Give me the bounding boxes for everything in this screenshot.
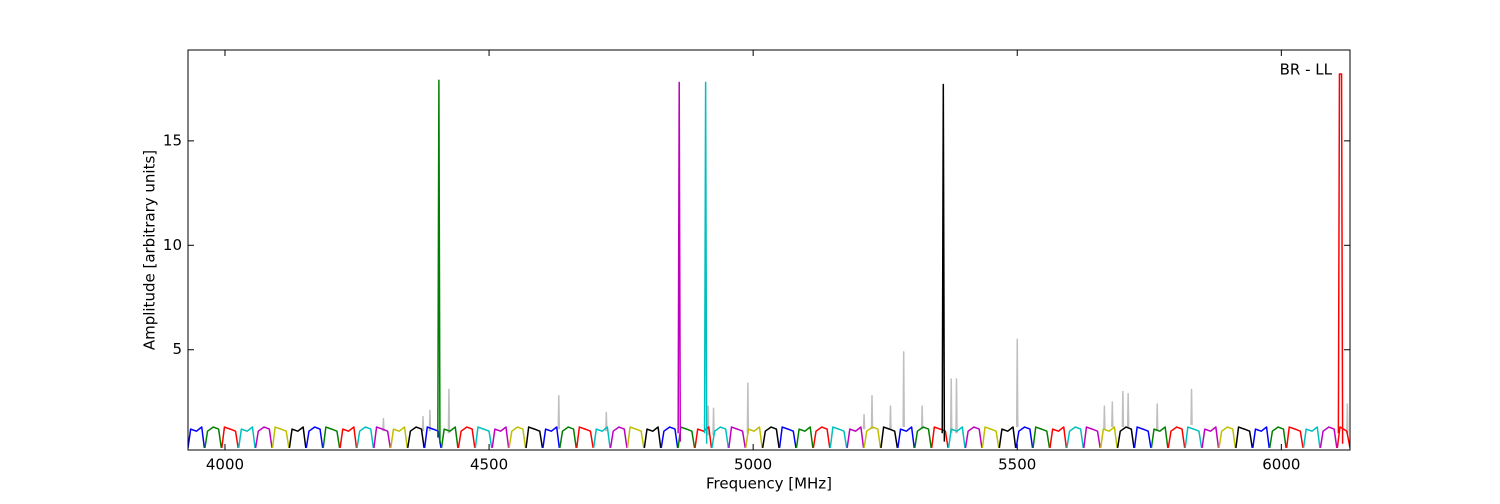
series-line	[981, 426, 1000, 449]
series-line	[795, 426, 814, 449]
series-line	[271, 426, 290, 449]
series-line	[1032, 426, 1051, 449]
series-line	[1150, 426, 1169, 449]
y-tick-label: 5	[172, 340, 182, 358]
series-line	[339, 426, 358, 449]
series-line	[1049, 426, 1068, 449]
series-line	[930, 426, 949, 449]
x-tick-label: 5000	[734, 456, 772, 474]
series-line	[964, 426, 983, 449]
series-line	[897, 426, 915, 449]
series-line	[474, 426, 493, 449]
series-line	[1319, 426, 1338, 449]
x-tick-label: 4000	[206, 456, 244, 474]
series-line	[237, 426, 256, 449]
series-line	[626, 426, 645, 449]
series-line	[914, 426, 932, 449]
series-line	[305, 426, 324, 449]
series-line	[660, 426, 679, 449]
series-line	[1201, 426, 1220, 449]
series-line	[998, 426, 1017, 449]
series-line	[761, 426, 780, 449]
series-line	[204, 426, 223, 449]
series-line	[1285, 426, 1304, 449]
series-line	[1268, 426, 1287, 449]
x-tick-label: 4500	[470, 456, 508, 474]
series-line	[778, 426, 797, 449]
series-line	[728, 426, 746, 449]
series-line	[373, 426, 392, 449]
series-line	[609, 426, 628, 449]
series-line	[880, 426, 899, 449]
series-line	[188, 426, 206, 449]
series-line	[508, 426, 527, 449]
x-tick-label: 5500	[998, 456, 1036, 474]
x-tick-label: 6000	[1262, 456, 1300, 474]
series-line	[1302, 426, 1321, 449]
series-line	[440, 426, 459, 449]
series-line	[1184, 426, 1203, 449]
series-line	[254, 426, 273, 449]
annotation: BR - LL	[1280, 61, 1333, 79]
series-line	[559, 426, 577, 449]
series-line	[1336, 426, 1350, 449]
series-line	[694, 426, 713, 449]
series-line	[947, 426, 966, 449]
series-line	[846, 426, 865, 449]
series-line	[863, 426, 882, 449]
series-line	[1099, 426, 1118, 449]
y-axis-label: Amplitude [arbitrary units]	[141, 150, 159, 350]
series-line	[592, 426, 611, 449]
series-line	[491, 426, 510, 449]
series-line	[382, 338, 1349, 436]
series-line	[711, 426, 730, 449]
x-axis-label: Frequency [MHz]	[706, 475, 832, 493]
series-line	[322, 426, 341, 449]
series-line	[437, 79, 441, 444]
series-line	[356, 426, 375, 449]
series-line	[1337, 73, 1344, 444]
series-line	[829, 426, 848, 449]
series-line	[1083, 426, 1101, 449]
series-line	[677, 81, 682, 442]
y-tick-label: 10	[163, 236, 182, 254]
axes-frame	[187, 49, 1351, 451]
series-line	[1218, 426, 1237, 449]
series-line	[457, 426, 476, 449]
series-line	[575, 426, 594, 449]
series-line	[390, 426, 408, 449]
series-line	[542, 426, 561, 449]
series-line	[1167, 426, 1186, 449]
series-line	[1116, 426, 1135, 449]
series-line	[745, 426, 763, 449]
series-line	[406, 426, 425, 449]
series-line	[221, 426, 239, 449]
series-line	[288, 426, 307, 449]
y-tick-label: 15	[163, 131, 182, 149]
series-line	[1015, 426, 1034, 449]
series-line	[941, 83, 946, 442]
series-line	[1252, 426, 1270, 449]
series-line	[643, 426, 662, 449]
series-line	[1133, 426, 1152, 449]
series-line	[1066, 426, 1085, 449]
plot-area	[188, 73, 1350, 449]
series-line	[1235, 426, 1254, 449]
series-line	[812, 426, 831, 449]
series-line	[703, 81, 708, 444]
series-line	[525, 426, 544, 449]
